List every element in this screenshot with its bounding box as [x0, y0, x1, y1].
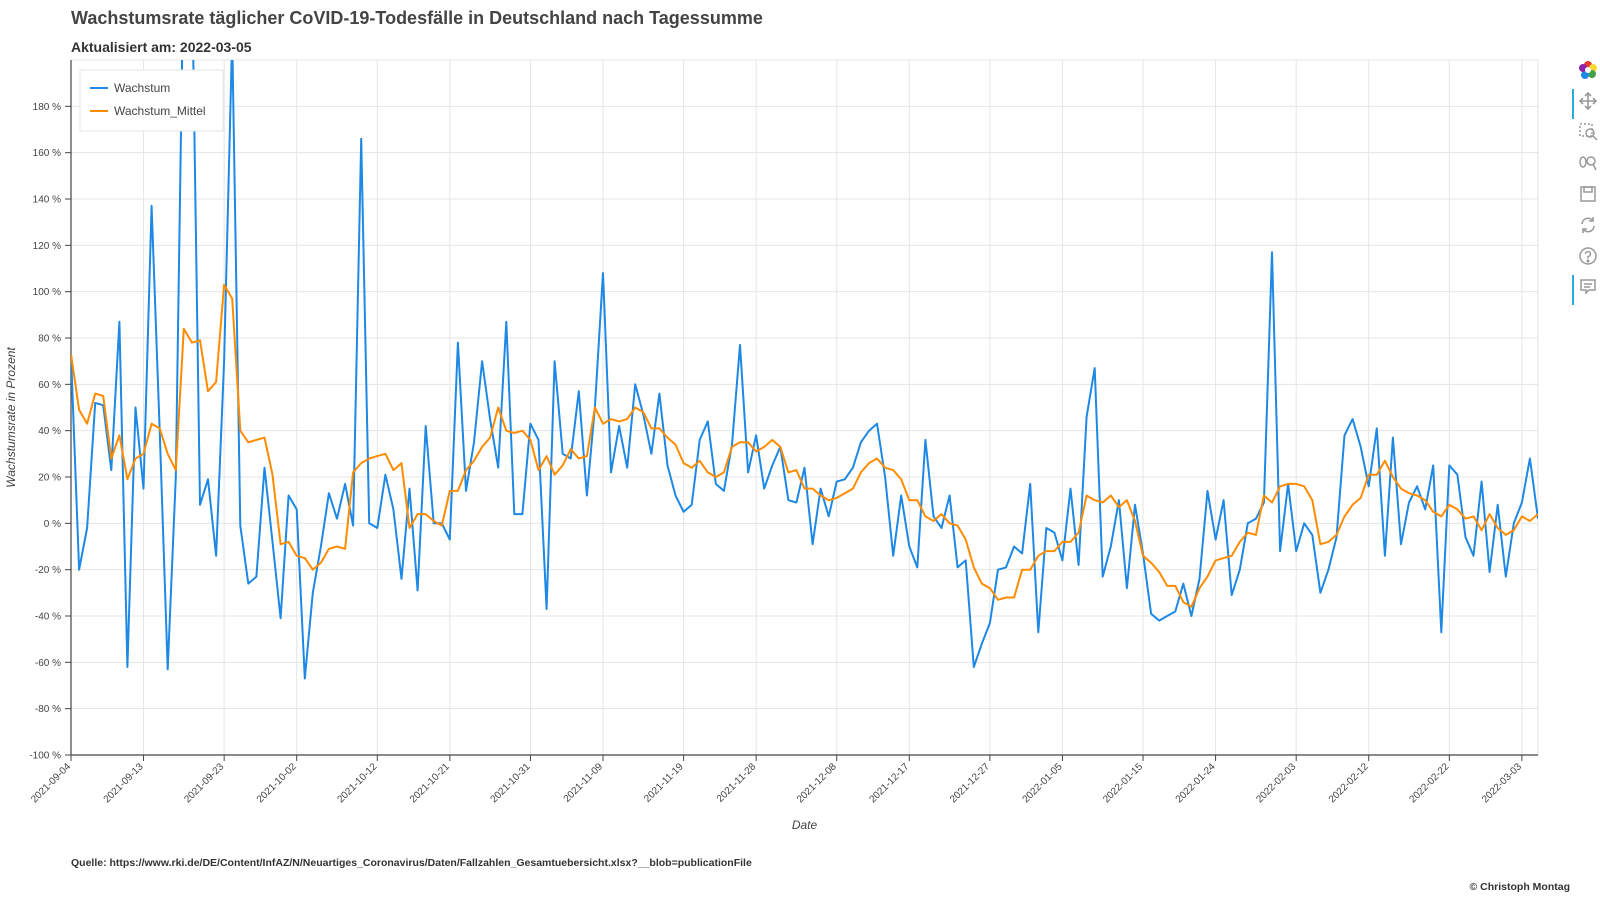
axes: 180 % 160 % 140 % 120 % 100 % 80 % 60 % 40 % 20 … — [29, 60, 1538, 805]
x-tick-label: 2021-10-21 — [408, 761, 452, 805]
legend-box — [79, 69, 224, 132]
x-tick-label: 2022-02-22 — [1408, 761, 1452, 805]
y-tick-label: 20 % — [38, 473, 61, 484]
x-tick-label: 2021-10-31 — [489, 761, 533, 805]
x-tick-label: 2022-02-03 — [1254, 761, 1298, 805]
legend-label: Wachstum — [114, 81, 170, 95]
x-tick-label: 2022-01-24 — [1174, 761, 1218, 805]
hover-icon[interactable] — [1572, 275, 1600, 305]
y-tick-label: 100 % — [33, 287, 61, 298]
x-tick-label: 2022-01-15 — [1101, 761, 1145, 805]
x-tick-label: 2021-10-12 — [335, 761, 379, 805]
chart-toolbar — [1572, 58, 1598, 306]
x-tick-label: 2022-02-12 — [1327, 761, 1371, 805]
x-tick-label: 2022-01-05 — [1021, 761, 1065, 805]
copyright-note: © Christoph Montag — [1469, 881, 1570, 893]
y-tick-label: -80 % — [35, 704, 61, 715]
help-icon[interactable] — [1576, 244, 1600, 268]
x-tick-label: 2021-12-17 — [867, 761, 911, 805]
legend-item[interactable]: Wachstum — [90, 81, 170, 95]
legend-label: Wachstum_Mittel — [114, 104, 206, 118]
grid — [70, 59, 1539, 756]
chart-title: Wachstumsrate täglicher CoVID-19-Todesfä… — [71, 8, 763, 28]
y-axis-title: Wachstumsrate in Prozent — [4, 347, 18, 488]
plot-frame — [70, 59, 1539, 756]
chart-subtitle: Aktualisiert am: 2022-03-05 — [71, 39, 252, 55]
y-tick-label: -100 % — [29, 751, 61, 762]
box-zoom-icon[interactable] — [1576, 120, 1600, 144]
save-icon[interactable] — [1576, 182, 1600, 206]
y-tick-label: -40 % — [35, 612, 61, 623]
y-tick-label: 160 % — [33, 148, 61, 159]
series-layer[interactable] — [71, 0, 1538, 680]
x-tick-label: 2021-11-09 — [562, 761, 606, 805]
wheel-zoom-icon[interactable] — [1576, 151, 1600, 175]
legend[interactable]: Wachstum Wachstum_Mittel — [79, 69, 224, 132]
y-tick-label: 40 % — [38, 426, 61, 437]
pan-icon[interactable] — [1572, 89, 1600, 119]
y-tick-label: 120 % — [33, 241, 61, 252]
y-tick-label: 60 % — [38, 380, 61, 391]
series-line-wachstum-mittel[interactable] — [71, 283, 1538, 608]
legend-item[interactable]: Wachstum_Mittel — [90, 104, 206, 118]
x-tick-label: 2021-12-27 — [948, 761, 992, 805]
x-tick-label: 2021-09-13 — [102, 761, 146, 805]
series-line-wachstum[interactable] — [71, 0, 1538, 680]
y-tick-label: 140 % — [33, 195, 61, 206]
data-source-note: Quelle: https://www.rki.de/DE/Content/In… — [71, 857, 752, 869]
y-tick-label: 0 % — [44, 519, 61, 530]
x-tick-label: 2021-10-02 — [255, 761, 299, 805]
y-tick-label: -60 % — [35, 658, 61, 669]
x-tick-label: 2021-11-19 — [642, 761, 686, 805]
x-tick-label: 2022-03-03 — [1480, 761, 1524, 805]
x-tick-label: 2021-11-28 — [715, 761, 759, 805]
y-tick-label: 80 % — [38, 334, 61, 345]
x-tick-label: 2021-12-08 — [795, 761, 839, 805]
x-tick-label: 2021-09-23 — [182, 761, 226, 805]
y-tick-label: 180 % — [33, 102, 61, 113]
y-tick-label: -20 % — [35, 565, 61, 576]
x-tick-label: 2021-09-04 — [29, 761, 73, 805]
bokeh-logo-icon[interactable] — [1576, 58, 1600, 82]
reset-icon[interactable] — [1576, 213, 1600, 237]
x-axis-title: Date — [792, 818, 818, 832]
